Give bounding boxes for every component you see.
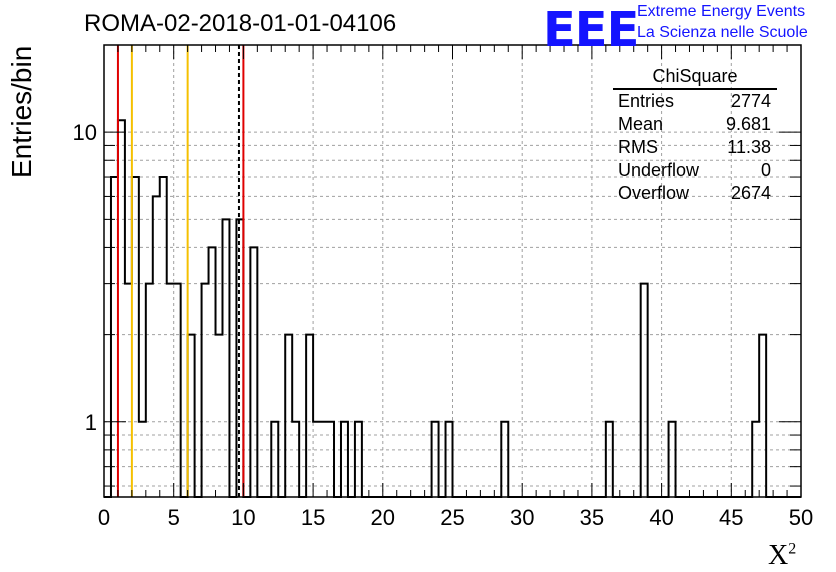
x-axis-label: X2 [768, 540, 796, 572]
stats-box-title: ChiSquare [613, 66, 777, 90]
x-tick-label: 20 [371, 505, 395, 530]
logo-tagline-2: La Scienza nelle Scuole [637, 24, 808, 41]
x-tick-label: 0 [98, 505, 110, 530]
x-tick-label: 5 [168, 505, 180, 530]
logo-tagline-1: Extreme Energy Events [637, 3, 806, 20]
stats-value: 11.38 [727, 137, 771, 157]
plot-title: ROMA-02-2018-01-01-04106 [84, 10, 397, 37]
stats-row-underflow: Underflow 0 [613, 159, 777, 182]
x-tick-label: 15 [301, 505, 325, 530]
x-axis-label-base: X [768, 540, 789, 571]
stats-row-mean: Mean 9.681 [613, 113, 777, 136]
y-tick-label: 1 [85, 410, 97, 435]
stats-label: Underflow [618, 160, 700, 180]
x-axis-label-superscript: 2 [788, 540, 797, 558]
x-tick-label: 35 [580, 505, 604, 530]
y-axis-label: Entries/bin [6, 45, 37, 178]
stats-label: Mean [618, 114, 664, 134]
stats-row-rms: RMS 11.38 [613, 136, 777, 159]
x-tick-label: 25 [440, 505, 464, 530]
x-tick-label: 40 [649, 505, 673, 530]
y-tick-label: 10 [73, 120, 97, 145]
stats-value: 0 [760, 160, 771, 180]
x-tick-label: 30 [510, 505, 534, 530]
eee-logo: EEE [543, 2, 639, 58]
stats-row-overflow: Overflow 2674 [613, 182, 777, 205]
stats-label: RMS [618, 137, 658, 157]
stats-row-entries: Entries 2774 [613, 90, 777, 113]
stats-value: 2674 [730, 183, 771, 203]
stats-value: 9.681 [725, 114, 771, 134]
stats-label: Overflow [618, 183, 690, 203]
stats-box: ChiSquare Entries 2774 Mean 9.681 RMS 11.38… [613, 66, 777, 205]
x-tick-label: 45 [719, 505, 743, 530]
x-tick-label: 10 [231, 505, 255, 530]
x-tick-label: 50 [789, 505, 813, 530]
stats-label: Entries [618, 91, 675, 111]
stats-value: 2774 [730, 91, 771, 111]
